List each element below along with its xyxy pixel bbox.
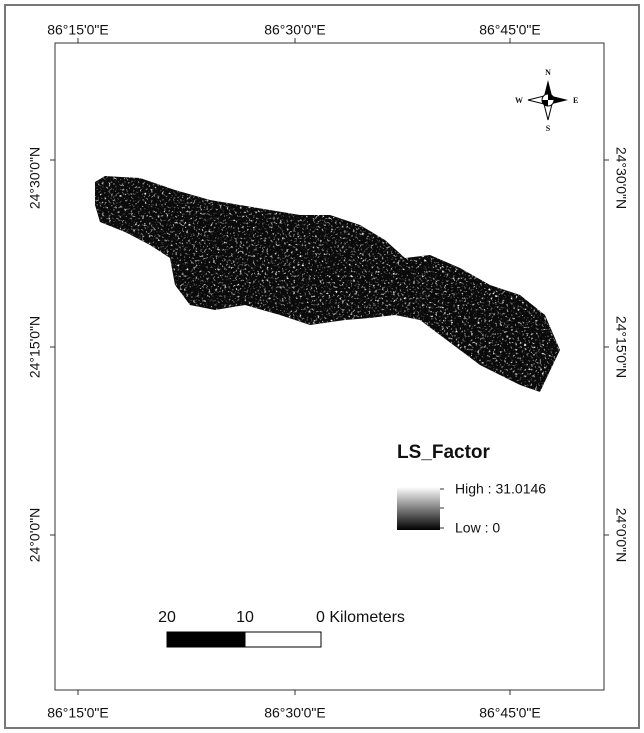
scale-label: 10 bbox=[236, 609, 254, 626]
legend-high: High : 31.0146 bbox=[455, 481, 546, 497]
longitude-label: 86°15'0"E bbox=[47, 22, 109, 38]
legend: LS_Factor High : 31.0146 Low : 0 bbox=[397, 442, 546, 536]
scale-label: 0 Kilometers bbox=[316, 609, 405, 626]
compass-n: N bbox=[545, 68, 551, 77]
longitude-label: 86°45'0"E bbox=[479, 22, 541, 38]
latitude-label: 24°15'0"N bbox=[613, 316, 629, 378]
scale-bar: 20 10 0 Kilometers bbox=[158, 609, 405, 648]
latitude-label: 24°30'0"N bbox=[613, 147, 629, 209]
map-frame bbox=[54, 42, 605, 691]
scale-label: 20 bbox=[158, 609, 176, 626]
latitude-label: 24°15'0"N bbox=[27, 316, 43, 378]
longitude-label: 86°30'0"E bbox=[264, 22, 326, 38]
legend-ramp bbox=[397, 487, 440, 530]
longitude-label: 86°45'0"E bbox=[479, 705, 541, 721]
legend-low: Low : 0 bbox=[455, 520, 500, 536]
compass-e: E bbox=[573, 96, 578, 105]
graticule-ticks bbox=[50, 38, 609, 695]
latitude-label: 24°0'0"N bbox=[27, 508, 43, 563]
latitude-label: 24°30'0"N bbox=[27, 147, 43, 209]
compass-w: W bbox=[515, 96, 523, 105]
north-arrow: N E S W bbox=[515, 68, 578, 133]
longitude-label: 86°30'0"E bbox=[264, 705, 326, 721]
compass-s: S bbox=[546, 124, 551, 133]
watershed bbox=[95, 176, 560, 392]
legend-title: LS_Factor bbox=[397, 442, 491, 463]
latitude-label: 24°0'0"N bbox=[613, 508, 629, 563]
longitude-label: 86°15'0"E bbox=[47, 705, 109, 721]
